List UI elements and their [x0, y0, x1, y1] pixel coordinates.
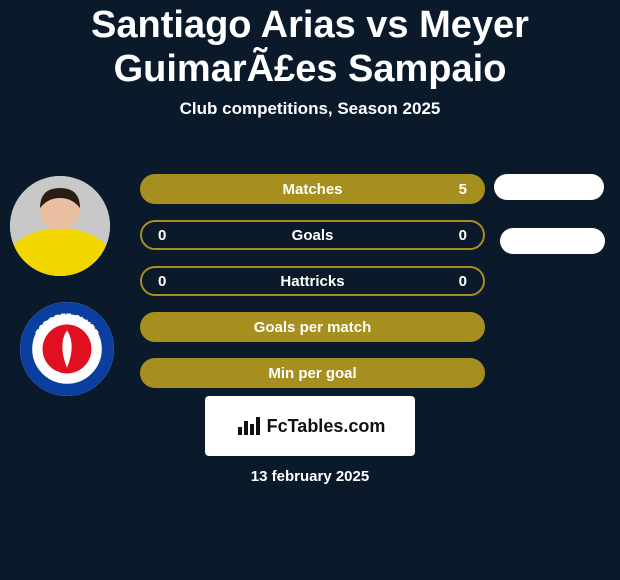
stat-right-value: 0	[459, 227, 467, 244]
stat-row: Matches 5	[140, 174, 485, 204]
footer-date: 13 february 2025	[0, 468, 620, 485]
stat-label: Goals per match	[254, 319, 372, 336]
stat-label: Matches	[282, 181, 342, 198]
comparison-pill	[500, 228, 605, 254]
logo-text: FcTables.com	[267, 416, 386, 437]
fctables-logo: FcTables.com	[205, 396, 415, 456]
stat-label: Goals	[292, 227, 334, 244]
stat-right-value: 5	[459, 181, 467, 198]
stat-row: Goals 0 0	[140, 220, 485, 250]
stat-left-value: 0	[158, 273, 166, 290]
stat-row: Hattricks 0 0	[140, 266, 485, 296]
stat-row: Goals per match	[140, 312, 485, 342]
player-avatar	[10, 176, 110, 276]
stats-container: Matches 5 Goals 0 0 Hattricks 0 0 Goals per matc…	[140, 174, 485, 404]
player-silhouette-icon	[10, 176, 110, 276]
stat-left-value: 0	[158, 227, 166, 244]
club-badge: ESPORTE CLUBE BAHIA	[20, 302, 114, 396]
page-title: Santiago Arias vs Meyer GuimarÃ£es Sampa…	[0, 0, 620, 91]
comparison-pill	[494, 174, 604, 200]
bar-chart-icon	[235, 413, 261, 439]
stat-row: Min per goal	[140, 358, 485, 388]
stat-label: Min per goal	[268, 365, 356, 382]
stat-label: Hattricks	[280, 273, 344, 290]
subtitle: Club competitions, Season 2025	[0, 99, 620, 119]
club-badge-icon: ESPORTE CLUBE BAHIA	[20, 302, 114, 396]
stat-right-value: 0	[459, 273, 467, 290]
